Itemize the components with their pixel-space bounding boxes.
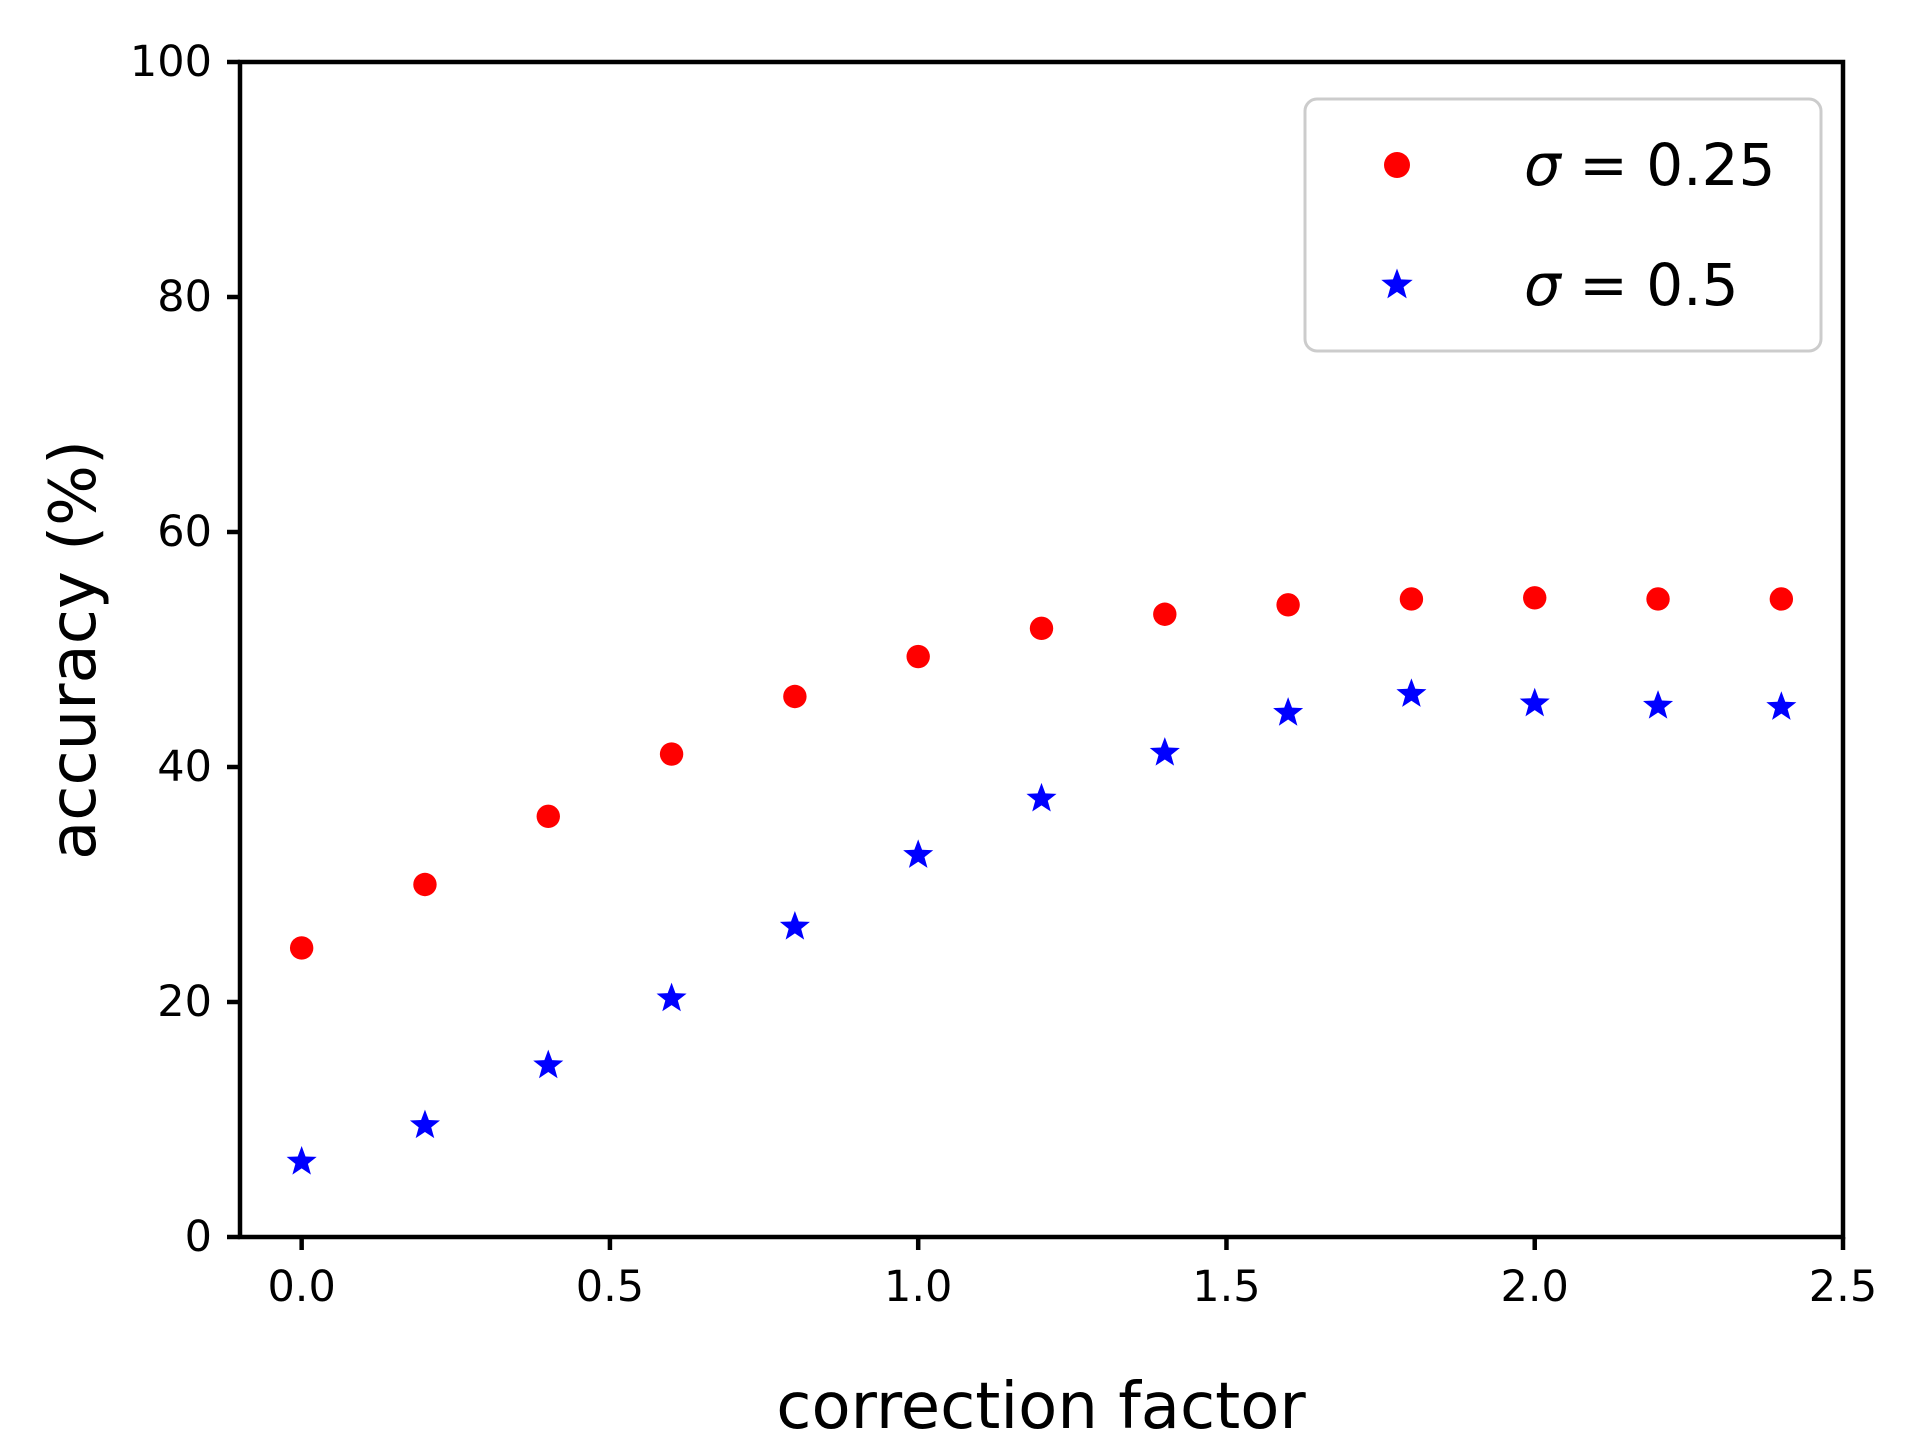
legend: σ = 0.25 σ = 0.5 [1303,97,1823,353]
data-point-star [286,1146,317,1175]
data-point-circle [906,644,930,669]
legend-box [1303,97,1823,353]
data-point-circle [1153,602,1177,626]
legend-marker-circle [1384,152,1410,178]
data-points [286,586,1797,1175]
y-tick-label: 40 [157,742,212,792]
data-point-star [779,911,810,940]
x-tick-label: 2.0 [1501,1262,1569,1312]
data-point-circle [536,804,560,829]
data-point-star [1766,691,1797,720]
data-point-circle [783,684,807,709]
legend-marker-star [1381,268,1413,299]
data-point-star [409,1109,440,1139]
y-tick-label: 0 [185,1212,212,1262]
data-point-star [1643,690,1674,719]
y-tick-label: 100 [130,37,212,87]
data-point-star [1396,678,1427,707]
data-point-circle [659,742,684,766]
data-point-circle [1646,587,1670,611]
x-tick-label: 1.5 [1192,1262,1260,1312]
y-tick-label: 60 [157,507,212,557]
data-point-star [1273,697,1304,726]
data-point-star [903,839,934,868]
x-axis-label: correction factor [776,1370,1306,1440]
y-tick-label: 80 [157,272,212,322]
x-tick-label: 0.0 [267,1262,335,1312]
data-point-circle [289,936,314,960]
data-point-star [656,982,687,1012]
data-point-star [533,1049,564,1079]
y-axis-label: accuracy (%) [37,440,111,860]
axis-ticks: 0.0 0.5 1.0 1.5 2.0 2.5 0 20 40 60 80 100 [130,37,1877,1312]
x-tick-label: 2.5 [1809,1262,1877,1312]
data-point-circle [1399,587,1424,611]
data-point-circle [1029,616,1054,641]
data-point-circle [1276,593,1300,617]
data-point-star [1026,782,1057,812]
data-point-star [1519,687,1550,717]
x-tick-label: 0.5 [576,1262,644,1312]
data-point-circle [1523,586,1547,610]
legend-label: σ = 0.25 [1524,131,1775,199]
x-tick-label: 1.0 [884,1262,952,1312]
data-point-circle [1769,587,1794,611]
legend-label: σ = 0.5 [1524,251,1738,319]
data-point-circle [413,872,437,897]
plot-frame [237,59,1846,1240]
legend-entries: σ = 0.25 σ = 0.5 [1381,131,1775,319]
y-tick-label: 20 [157,977,212,1027]
data-point-star [1149,737,1180,766]
